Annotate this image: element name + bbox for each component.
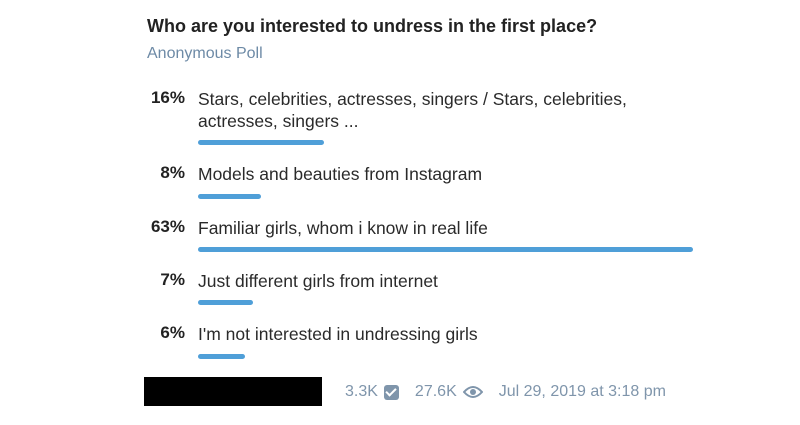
redacted-box [144,377,322,406]
option-bar [198,140,324,145]
poll-footer: 3.3K 27.6K Jul 29, 2019 at 3:18 pm [0,377,800,407]
option-label: Just different girls from internet [198,271,438,291]
option-label: Models and beauties from Instagram [198,164,483,184]
option-label: Stars, celebrities, actresses, singers /… [198,89,627,131]
option-bar [198,194,261,199]
option-label: Familiar girls, whom i know in real life [198,218,488,238]
post-date: Jul 29, 2019 at 3:18 pm [498,383,666,400]
option-percent: 6% [160,323,185,342]
option-bar [198,354,246,359]
checkbox-icon [383,384,399,400]
option-percent: 7% [160,270,185,289]
option-label: I'm not interested in undressing girls [198,324,478,344]
view-count: 27.6K [414,383,457,400]
option-bar [198,247,693,252]
option-percent: 8% [160,163,185,182]
poll-meta: 3.3K 27.6K Jul 29, 2019 at 3:18 pm [345,383,666,401]
option-percent: 63% [150,217,185,236]
vote-count: 3.3K [345,383,378,400]
option-bar [198,300,253,305]
option-percent: 16% [150,88,185,107]
poll-question: Who are you interested to undress in the… [147,16,598,36]
poll-type: Anonymous Poll [147,45,263,62]
eye-icon [462,386,483,398]
